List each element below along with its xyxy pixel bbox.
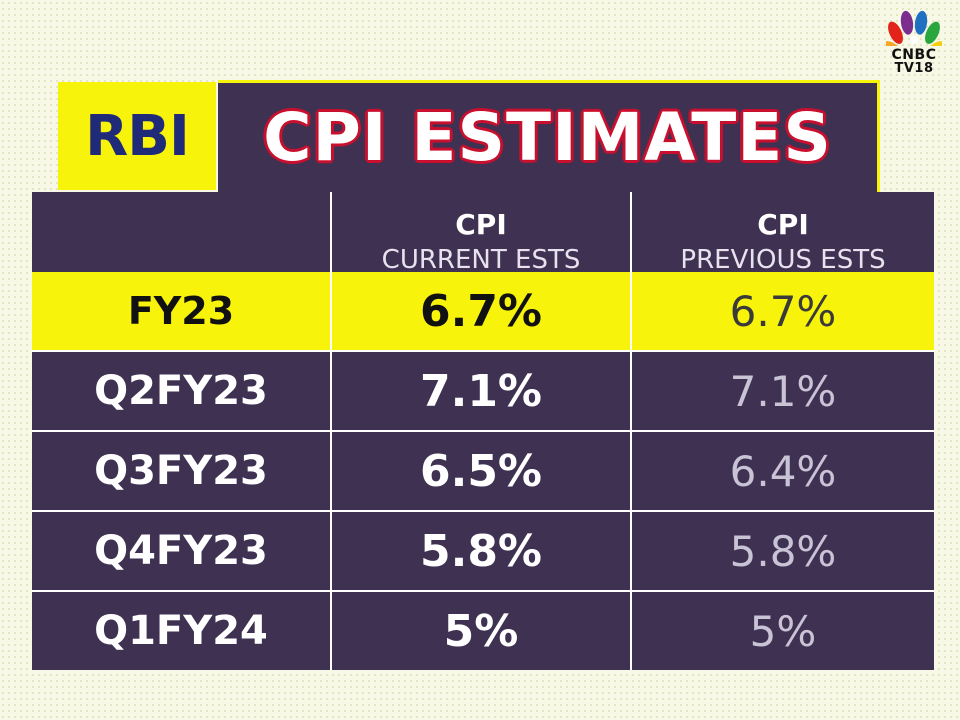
header-sub: CURRENT ESTS (381, 245, 581, 275)
current-estimate: 5.8% (332, 512, 632, 590)
current-estimate: 6.5% (332, 432, 632, 510)
rbi-badge: RBI (58, 82, 216, 190)
peacock-icon (886, 10, 942, 46)
title-banner: CPI ESTIMATES (218, 80, 880, 192)
logo-text-cnbc: CNBC (891, 47, 937, 63)
previous-estimate: 6.4% (632, 432, 934, 510)
page-title: CPI ESTIMATES (263, 99, 832, 176)
header-top: CPI (455, 208, 507, 241)
header-top: CPI (757, 208, 809, 241)
cpi-table: CPI CURRENT ESTS CPI PREVIOUS ESTS FY23 … (32, 192, 934, 670)
previous-estimate: 5.8% (632, 512, 934, 590)
previous-estimate: 6.7% (632, 272, 934, 350)
row-label: FY23 (32, 272, 332, 350)
row-label: Q1FY24 (32, 592, 332, 670)
row-label: Q3FY23 (32, 432, 332, 510)
current-estimate: 5% (332, 592, 632, 670)
current-estimate: 6.7% (332, 272, 632, 350)
current-estimate: 7.1% (332, 352, 632, 430)
rbi-badge-text: RBI (85, 103, 190, 169)
header-sub: PREVIOUS ESTS (680, 245, 886, 275)
cnbc-tv18-logo: CNBC TV18 (876, 6, 952, 76)
previous-estimate: 7.1% (632, 352, 934, 430)
row-label: Q4FY23 (32, 512, 332, 590)
previous-estimate: 5% (632, 592, 934, 670)
row-label: Q2FY23 (32, 352, 332, 430)
logo-text-tv18: TV18 (894, 61, 934, 76)
